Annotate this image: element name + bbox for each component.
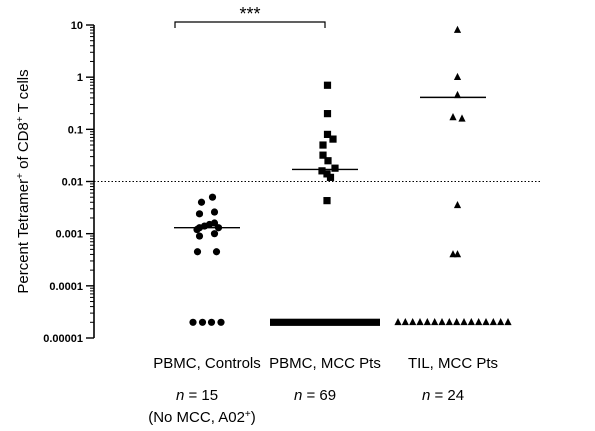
data-point-triangle xyxy=(453,250,462,258)
y-tick-label: 10 xyxy=(71,20,83,32)
data-point-circle xyxy=(210,230,219,238)
zero-value-point xyxy=(482,317,490,326)
significance-bracket xyxy=(174,21,326,28)
y-tick-label: 0.01 xyxy=(62,177,83,189)
data-point-square xyxy=(323,81,332,89)
data-point-triangle xyxy=(453,200,462,209)
n-symbol: n xyxy=(176,387,184,404)
n-symbol: n xyxy=(422,387,430,404)
zero-value-point xyxy=(453,317,461,326)
data-point-square xyxy=(323,197,331,205)
y-axis-label: Percent Tetramer+ of CD8+ T cells xyxy=(15,69,33,293)
zero-value-point xyxy=(497,317,505,326)
y-label-text: of CD8 xyxy=(15,122,32,173)
data-point-triangle xyxy=(449,250,457,258)
data-point-square xyxy=(323,110,332,118)
group-note-superscript: + xyxy=(245,409,251,420)
data-point-circle xyxy=(207,318,216,326)
data-point-triangle xyxy=(458,114,466,122)
data-point-circle xyxy=(189,318,197,326)
zero-value-point xyxy=(460,317,468,326)
y-label-text: T cells xyxy=(15,69,32,116)
group-note-end: ) xyxy=(251,409,256,426)
y-tick-label: 1 xyxy=(77,72,83,84)
data-point-circle xyxy=(195,232,204,240)
zero-value-point xyxy=(445,317,453,326)
y-tick-label: 0.1 xyxy=(68,124,83,136)
y-label-text: Percent Tetramer xyxy=(15,179,32,294)
y-tick-label: 0.0001 xyxy=(49,281,83,293)
data-point-square xyxy=(323,130,332,138)
data-point-triangle xyxy=(453,90,462,99)
category-label: PBMC, Controls xyxy=(153,355,261,372)
data-point-square xyxy=(324,157,332,165)
category-label: PBMC, MCC Pts xyxy=(269,355,381,372)
data-point-circle xyxy=(210,219,219,227)
labels: Percent Tetramer+ of CD8+ T cells***PBMC… xyxy=(15,4,499,426)
y-tick-label: 0.00001 xyxy=(43,333,83,345)
zero-value-point xyxy=(394,317,402,326)
zero-value-point xyxy=(467,317,475,326)
data-point-square xyxy=(319,151,327,159)
data-point-circle xyxy=(208,193,217,201)
group-note: (No MCC, A02+) xyxy=(148,409,256,427)
data-point-circle xyxy=(214,224,223,232)
n-label: n = 15 xyxy=(176,387,218,404)
n-value: = 69 xyxy=(302,387,336,404)
data-point-square xyxy=(319,141,327,149)
group-note-text: (No MCC, A02 xyxy=(148,409,245,426)
n-label: n = 69 xyxy=(294,387,336,404)
data-point-triangle xyxy=(453,72,462,81)
y-tick-label: 0.001 xyxy=(55,229,83,241)
n-value: = 15 xyxy=(184,387,218,404)
zero-value-point xyxy=(438,317,446,326)
data-point-triangle xyxy=(453,25,462,33)
data-point-square xyxy=(326,173,335,181)
y-label-superscript: + xyxy=(15,116,26,122)
n-symbol: n xyxy=(294,387,302,404)
data-point-square xyxy=(329,135,337,143)
zero-value-point xyxy=(489,317,497,326)
n-value: = 24 xyxy=(430,387,464,404)
data-point-circle xyxy=(217,318,225,326)
data-point-square xyxy=(318,167,326,175)
data-point-triangle xyxy=(449,112,457,121)
zero-value-point xyxy=(409,317,417,326)
zero-value-point xyxy=(431,317,439,326)
category-label: TIL, MCC Pts xyxy=(408,355,498,372)
axes: 10 1 0.1 0.01 0.001 0.0001 0.00001 xyxy=(43,20,540,345)
zero-value-point xyxy=(504,317,512,326)
zero-value-point xyxy=(475,317,483,326)
data-point-circle xyxy=(193,225,201,234)
zero-value-point xyxy=(401,317,409,326)
data-point-circle xyxy=(197,198,206,206)
data-point-circle xyxy=(210,208,219,216)
zero-value-point xyxy=(423,317,431,326)
data-marks xyxy=(174,21,512,326)
data-point-circle xyxy=(193,248,202,256)
zero-value-bar xyxy=(270,318,380,326)
data-point-circle xyxy=(212,248,221,256)
n-label: n = 24 xyxy=(422,387,464,404)
data-point-circle xyxy=(198,318,207,326)
y-label-superscript: + xyxy=(15,173,26,179)
significance-label: *** xyxy=(239,4,260,24)
data-point-square xyxy=(331,164,339,172)
zero-value-point xyxy=(416,317,424,326)
data-point-circle xyxy=(195,210,204,218)
